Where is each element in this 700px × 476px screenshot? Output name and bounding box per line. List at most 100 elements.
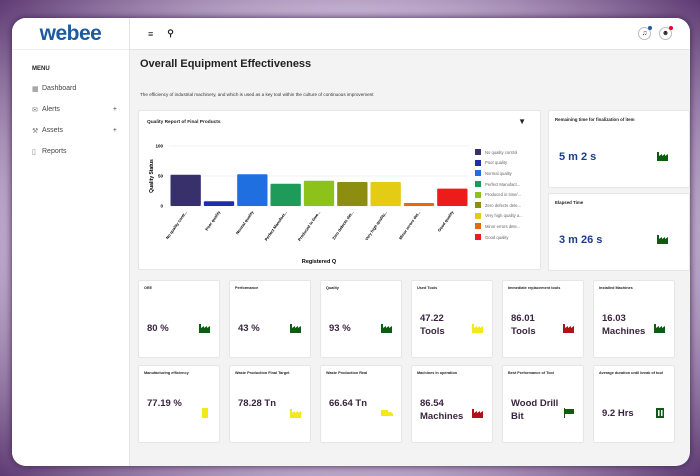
bar[interactable]: [337, 182, 368, 206]
legend-swatch: [475, 223, 481, 230]
bar[interactable]: [170, 174, 201, 206]
kpi-tile: Best Performance of Tool Wood Drill Bit: [502, 365, 584, 443]
tile-value: 80 %: [147, 323, 169, 334]
kpi-tile: Quality 93 %: [320, 280, 402, 358]
tile-title: Installed Machines: [599, 286, 633, 290]
legend-item[interactable]: Produced in time/...: [475, 189, 523, 200]
x-tick-label: No quality contr...: [165, 210, 188, 240]
legend-item[interactable]: Poor quality: [475, 158, 523, 169]
kpi-tile: Performance 43 %: [229, 280, 311, 358]
sidebar-item-dashboard[interactable]: ▦ Dashboard: [12, 78, 129, 99]
tile-title: Immediate replacement tools: [508, 286, 561, 290]
filter-icon[interactable]: ▼: [518, 117, 526, 126]
search-icon[interactable]: ⚲: [167, 28, 174, 38]
logo[interactable]: webee: [12, 18, 129, 50]
remaining-time-card: Remaining time for finalization of item …: [548, 110, 690, 188]
tile-title: Waste Production Final Target: [235, 371, 290, 375]
factory-icon: [654, 324, 665, 333]
legend-item[interactable]: Good quality: [475, 232, 523, 243]
legend-swatch: [475, 234, 481, 241]
menu-heading: MENU: [32, 66, 50, 72]
kpi-tile: Installed Machines 16.03 Machines: [593, 280, 675, 358]
factory-icon: [657, 152, 668, 161]
sidebar: webee MENU ▦ Dashboard ✉ Alerts + ⚒ Assets + …: [12, 18, 130, 466]
bar[interactable]: [203, 201, 235, 206]
x-tick-label: Very high quality...: [364, 210, 388, 242]
kpi-tile: Waste Production Real 66.64 Tn: [320, 365, 402, 443]
legend-item[interactable]: No quality control: [475, 147, 523, 158]
tile-title: Performance: [235, 286, 259, 290]
kpi-tile: Machines in operation 86.54 Machines: [411, 365, 493, 443]
app-window: webee MENU ▦ Dashboard ✉ Alerts + ⚒ Assets + …: [12, 18, 690, 466]
x-tick-label: Produced in time...: [297, 210, 322, 242]
legend-label: No quality control: [485, 149, 518, 155]
card-value: 5 m 2 s: [559, 151, 597, 163]
tile-value: 66.64 Tn: [329, 398, 368, 409]
sidebar-item-assets[interactable]: ⚒ Assets +: [12, 120, 129, 141]
tile-value: 78.28 Tn: [238, 398, 277, 409]
card-value: 3 m 26 s: [559, 234, 603, 246]
notification-bell-icon[interactable]: ♫: [638, 26, 652, 40]
expand-icon[interactable]: +: [112, 106, 117, 113]
tile-value: 43 %: [238, 323, 260, 334]
flag-icon: [564, 408, 574, 418]
sidebar-item-label: Dashboard: [42, 85, 77, 92]
legend-label: Normal quality: [485, 170, 512, 176]
menu-toggle-icon[interactable]: ≡: [148, 28, 154, 39]
kpi-tile: Manufacturing efficiency 77.19 %: [138, 365, 220, 443]
tile-title: OEE: [144, 286, 153, 290]
legend-swatch: [475, 159, 481, 166]
y-tick-label: 100: [155, 144, 163, 149]
x-tick-label: Good quality: [437, 209, 456, 233]
bar[interactable]: [270, 183, 301, 206]
factory-icon: [199, 324, 210, 333]
bar[interactable]: [437, 188, 468, 206]
legend-item[interactable]: Perfect Manufact...: [475, 179, 523, 190]
y-axis-label: Quality Status: [149, 159, 155, 193]
x-tick-label: Poor quality: [204, 209, 222, 231]
factory-icon: [290, 324, 301, 333]
expand-icon[interactable]: +: [112, 127, 117, 134]
tile-value: 77.19 %: [147, 398, 182, 409]
tile-title: Average duration until break of tool: [599, 371, 663, 375]
legend-item[interactable]: Zero defects dete...: [475, 200, 523, 211]
grid-icon: ▦: [32, 85, 39, 93]
legend-swatch: [475, 202, 481, 209]
tile-title: Quality: [326, 286, 339, 290]
legend-item[interactable]: Minor errors dete...: [475, 221, 523, 232]
legend-item[interactable]: Normal quality: [475, 168, 523, 179]
bar[interactable]: [403, 203, 435, 206]
sidebar-item-label: Assets: [42, 127, 64, 134]
legend-swatch: [475, 149, 481, 156]
x-tick-label: Perfect Manufact...: [263, 210, 288, 242]
y-tick-label: 50: [158, 174, 164, 179]
legend-item[interactable]: Very high quality a...: [475, 211, 523, 222]
kpi-tile: OEE 80 %: [138, 280, 220, 358]
bar[interactable]: [370, 182, 401, 206]
tile-value: 86.01 Tools: [511, 313, 536, 337]
legend-label: Poor quality: [485, 160, 508, 166]
document-icon: ▯: [32, 148, 36, 156]
mail-icon: ✉: [32, 106, 38, 114]
bar[interactable]: [303, 180, 335, 206]
top-bar: ≡ ⚲ ♫ ☻: [130, 18, 690, 50]
x-tick-label: Zero defects det...: [331, 210, 355, 241]
sidebar-item-alerts[interactable]: ✉ Alerts +: [12, 99, 129, 120]
chart-legend: No quality control Poor quality Normal qua…: [475, 147, 523, 242]
card-title: Remaining time for finalization of item: [555, 117, 635, 122]
factory-icon: [657, 235, 668, 244]
legend-label: Zero defects dete...: [485, 202, 522, 208]
bin-icon: [202, 408, 208, 418]
bar-chart: 0 50 100 No quality contr... Poor quality Nor…: [149, 144, 469, 265]
elapsed-time-card: Elapsed Time 3 m 26 s: [548, 193, 690, 271]
tile-title: Used Tools: [417, 286, 438, 290]
bar[interactable]: [237, 174, 268, 206]
sidebar-item-reports[interactable]: ▯ Reports: [12, 141, 129, 162]
page-subtitle: The efficiency of industrial machinery, …: [140, 92, 374, 97]
factory-icon: [472, 409, 483, 418]
user-avatar[interactable]: ☻: [659, 26, 673, 40]
kpi-tile: Used Tools 47.22 Tools: [411, 280, 493, 358]
kpi-tile: Waste Production Final Target 78.28 Tn: [229, 365, 311, 443]
sidebar-item-label: Reports: [42, 148, 67, 155]
legend-label: Produced in time/...: [485, 192, 522, 198]
